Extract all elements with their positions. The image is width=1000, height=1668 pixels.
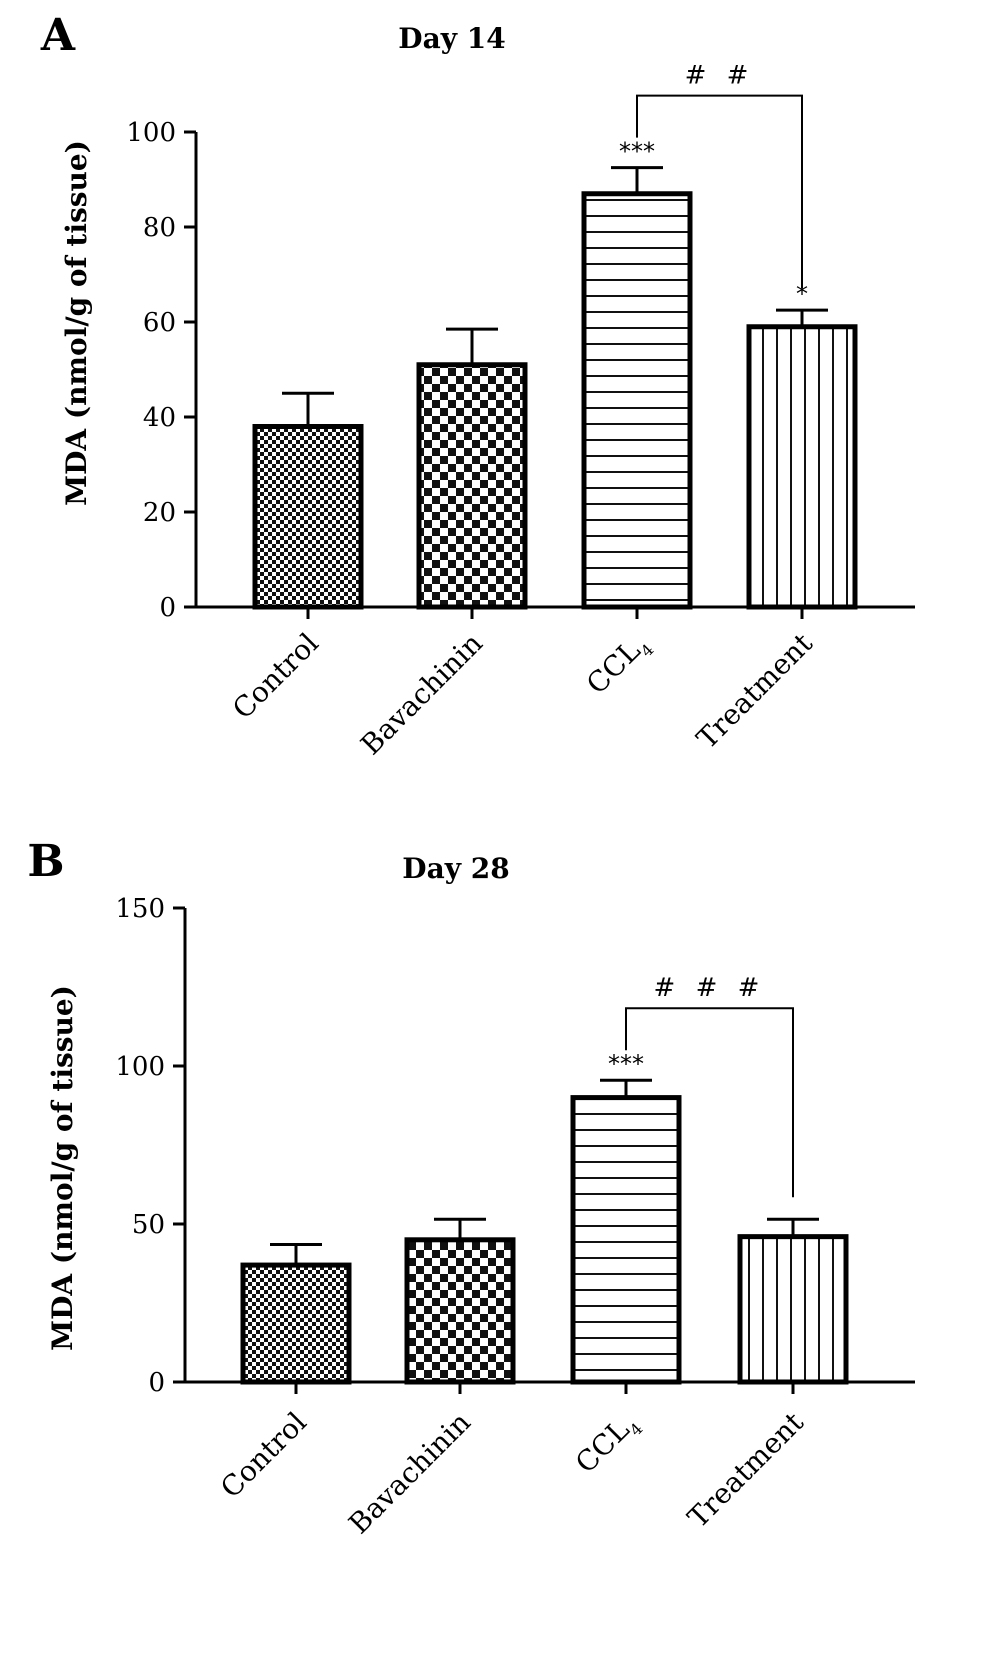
bracket-label: # # <box>685 61 755 91</box>
bar-treatment <box>746 324 858 610</box>
y-tick-label: 20 <box>143 498 176 528</box>
bar-ccl <box>581 191 693 610</box>
category-label: CCL <box>580 634 647 701</box>
significance-marker: *** <box>608 1050 644 1078</box>
category-label: Bavachinin <box>342 1406 477 1541</box>
chart-panel-day-28: B Day 28 MDA (nmol/g of tissue) 0 50 100 150 Co… <box>0 834 1000 1668</box>
bracket-label: # # # <box>654 973 766 1003</box>
bar-treatment <box>737 1234 849 1385</box>
y-tick-label: 100 <box>115 1052 165 1082</box>
y-tick-label: 50 <box>132 1210 165 1240</box>
y-axis-label: MDA (nmol/g of tissue) <box>46 985 79 1351</box>
panel-letter: A <box>40 10 76 61</box>
bar-ccl <box>570 1095 682 1385</box>
chart-title: Day 14 <box>398 22 505 55</box>
chart-panel-day-14: A Day 14 MDA (nmol/g of tissue) 0 20 40 60 80 10… <box>40 10 915 762</box>
x-tick-label: CCL4 <box>569 1406 647 1484</box>
y-tick-label: 0 <box>159 593 176 623</box>
comparison-bracket <box>636 94 803 289</box>
y-tick-label: 100 <box>126 118 176 148</box>
comparison-bracket <box>625 1007 794 1198</box>
bar-chart-svg: A Day 14 MDA (nmol/g of tissue) 0 20 40 60 80 10… <box>40 10 915 762</box>
chart-title: Day 28 <box>402 852 509 885</box>
panel-letter: B <box>27 836 64 887</box>
y-tick-label: 40 <box>143 403 176 433</box>
x-tick-label: Control <box>214 1406 313 1505</box>
x-tick-label: Bavachinin <box>342 1406 477 1541</box>
category-label: Control <box>214 1406 313 1505</box>
bar-control <box>240 1262 352 1385</box>
significance-marker: *** <box>619 138 655 166</box>
y-tick-label: 0 <box>148 1368 165 1398</box>
x-tick-label: Treatment <box>690 626 819 755</box>
x-tick-label: CCL4 <box>580 627 658 705</box>
y-tick-label: 60 <box>143 308 176 338</box>
category-label: CCL <box>569 1413 636 1480</box>
bar-control <box>252 424 364 610</box>
category-label: Treatment <box>681 1405 810 1534</box>
y-tick-label: 80 <box>143 213 176 243</box>
x-tick-label: Treatment <box>681 1405 810 1534</box>
bar-chart-svg: B Day 28 MDA (nmol/g of tissue) 0 50 100 150 Co… <box>27 836 915 1541</box>
category-label: Control <box>226 627 325 726</box>
category-label: Treatment <box>690 626 819 755</box>
x-tick-label: Bavachinin <box>354 627 489 762</box>
y-tick-label: 150 <box>115 894 165 924</box>
y-axis-label: MDA (nmol/g of tissue) <box>60 140 93 506</box>
x-tick-label: Control <box>226 627 325 726</box>
bar-bavachinin <box>404 1237 516 1385</box>
category-label: Bavachinin <box>354 627 489 762</box>
significance-marker: * <box>796 280 808 308</box>
bar-bavachinin <box>416 362 528 610</box>
